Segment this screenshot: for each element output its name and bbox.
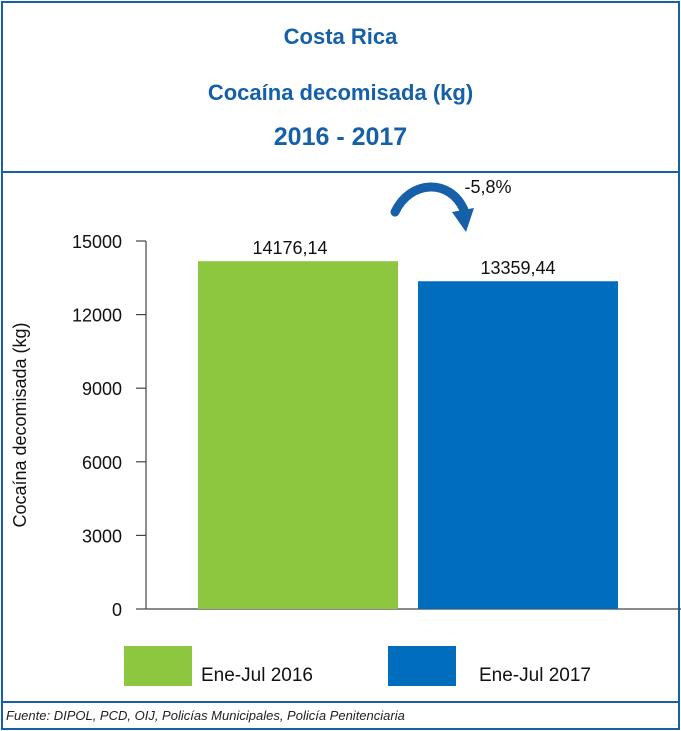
y-tick-label: 9000: [82, 379, 122, 399]
legend-swatch-2017: [388, 646, 456, 686]
y-axis-label: Cocaína decomisada (kg): [10, 322, 30, 527]
chart-title: Cocaína decomisada (kg): [207, 80, 474, 105]
y-tick-label: 0: [112, 600, 122, 620]
y-tick-label: 6000: [82, 453, 122, 473]
chart-title-country: Costa Rica: [283, 24, 398, 49]
bar-ene-jul-2016: [198, 261, 398, 609]
change-label: -5,8%: [464, 177, 511, 197]
data-label-2016: 14176,14: [252, 238, 327, 258]
y-tick-label: 12000: [72, 306, 122, 326]
chart-title-period: 2016 - 2017: [273, 123, 408, 151]
source-note: Fuente: DIPOL, PCD, OIJ, Policías Munici…: [6, 708, 405, 723]
y-tick-label: 15000: [72, 232, 122, 252]
data-label-2017: 13359,44: [480, 258, 555, 278]
legend-swatch-2016: [124, 646, 192, 686]
bar-ene-jul-2017: [418, 281, 618, 609]
y-tick-label: 3000: [82, 526, 122, 546]
legend-label-2017: Ene-Jul 2017: [479, 665, 591, 686]
y-axis-ticks: 0 3000 6000 9000 12000 15000: [72, 232, 146, 620]
legend-label-2016: Ene-Jul 2016: [201, 665, 313, 686]
curved-arrow-icon: [390, 182, 474, 232]
